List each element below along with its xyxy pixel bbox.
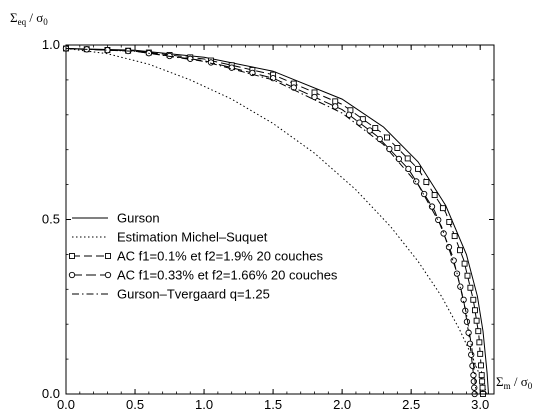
legend-label: Gurson xyxy=(117,211,160,226)
legend-marker xyxy=(104,271,112,279)
data-point xyxy=(450,257,457,264)
x-axis-title: Σm / σ0 xyxy=(496,374,533,391)
x-tick-label: 0.0 xyxy=(57,397,75,411)
legend-entry-5: Gurson–Tvergaard q=1.25 xyxy=(72,287,270,302)
x-tick-label: 2.5 xyxy=(402,397,420,411)
series-4 xyxy=(62,45,478,398)
data-point xyxy=(468,351,475,358)
axes-layer: 0.0 0.5 1.0 1.5 2.0 2.5 3.0 0.0 0.5 1.0 Σeq / σ0 Σm… xyxy=(10,10,533,411)
data-point xyxy=(471,307,478,314)
data-point xyxy=(376,135,383,143)
series-line xyxy=(65,48,488,395)
legend-entry-3: AC f1=0.1% et f2=1.9% 20 couches xyxy=(69,249,323,264)
data-point xyxy=(464,272,471,279)
legend-label: Estimation Michel–Suquet xyxy=(117,230,268,245)
series-line xyxy=(65,48,477,395)
data-point xyxy=(473,317,480,324)
data-point xyxy=(345,111,353,118)
data-point xyxy=(478,372,485,379)
data-point xyxy=(395,155,403,163)
data-point xyxy=(359,116,366,123)
y-tick-label: 0.0 xyxy=(42,386,60,401)
series-line xyxy=(65,48,476,395)
data-point xyxy=(404,155,411,162)
data-point xyxy=(479,384,486,391)
data-point xyxy=(477,350,484,357)
data-point xyxy=(372,125,379,132)
series-1 xyxy=(65,48,489,395)
y-tick-label: 1.0 xyxy=(42,37,60,52)
series-2 xyxy=(65,48,488,395)
data-point xyxy=(435,216,442,223)
x-tick-label: 2.0 xyxy=(333,397,351,411)
legend-marker xyxy=(68,271,76,279)
data-point xyxy=(384,134,390,141)
data-point xyxy=(470,372,477,379)
data-point xyxy=(420,190,428,198)
x-tick-label: 0.5 xyxy=(126,397,144,411)
legend: Gurson Estimation Michel–Suquet AC f1=0.1%… xyxy=(68,211,338,302)
legend-label: AC f1=0.33% et f2=1.66% 20 couches xyxy=(117,268,338,283)
data-point xyxy=(269,75,277,82)
data-point xyxy=(440,230,447,237)
legend-label: Gurson–Tvergaard q=1.25 xyxy=(117,287,270,302)
data-point xyxy=(470,296,477,303)
legend-marker xyxy=(69,253,75,259)
data-point xyxy=(451,233,458,240)
data-point xyxy=(479,378,486,385)
data-point xyxy=(332,98,339,105)
data-point xyxy=(460,296,467,303)
data-point xyxy=(476,339,483,346)
data-point xyxy=(394,145,401,151)
data-point xyxy=(332,103,339,110)
legend-entry-1: Gurson xyxy=(72,211,160,226)
data-point xyxy=(415,165,422,172)
data-point xyxy=(465,329,472,336)
data-point xyxy=(428,203,436,210)
data-point xyxy=(366,127,373,134)
data-point xyxy=(475,328,482,335)
data-point xyxy=(467,284,474,291)
data-point xyxy=(423,179,430,185)
data-point xyxy=(439,205,446,212)
data-point xyxy=(356,119,363,126)
data-point xyxy=(405,165,412,173)
x-tick-label: 3.0 xyxy=(471,397,489,411)
data-point xyxy=(311,93,318,101)
data-point xyxy=(431,192,438,199)
data-point xyxy=(446,218,453,225)
legend-entry-2: Estimation Michel–Suquet xyxy=(72,230,268,245)
series-5 xyxy=(65,48,477,395)
data-point xyxy=(228,64,235,71)
x-tick-label: 1.5 xyxy=(264,397,282,411)
x-tick-label: 1.0 xyxy=(195,397,213,411)
y-tick-label: 0.5 xyxy=(42,212,60,227)
data-point xyxy=(413,178,420,185)
data-point xyxy=(457,247,463,254)
data-point xyxy=(457,283,464,290)
legend-entry-4: AC f1=0.33% et f2=1.66% 20 couches xyxy=(68,268,338,283)
data-point xyxy=(207,59,215,66)
series-line xyxy=(65,48,489,395)
data-point xyxy=(478,362,484,369)
y-axis-title: Σeq / σ0 xyxy=(10,10,48,27)
data-point xyxy=(471,384,478,391)
data-point xyxy=(466,340,474,347)
legend-label: AC f1=0.1% et f2=1.9% 20 couches xyxy=(117,249,323,264)
data-point xyxy=(461,260,468,267)
legend-marker xyxy=(105,253,111,259)
data-point xyxy=(469,362,476,369)
data-point xyxy=(445,243,453,251)
series-layer xyxy=(62,45,489,398)
